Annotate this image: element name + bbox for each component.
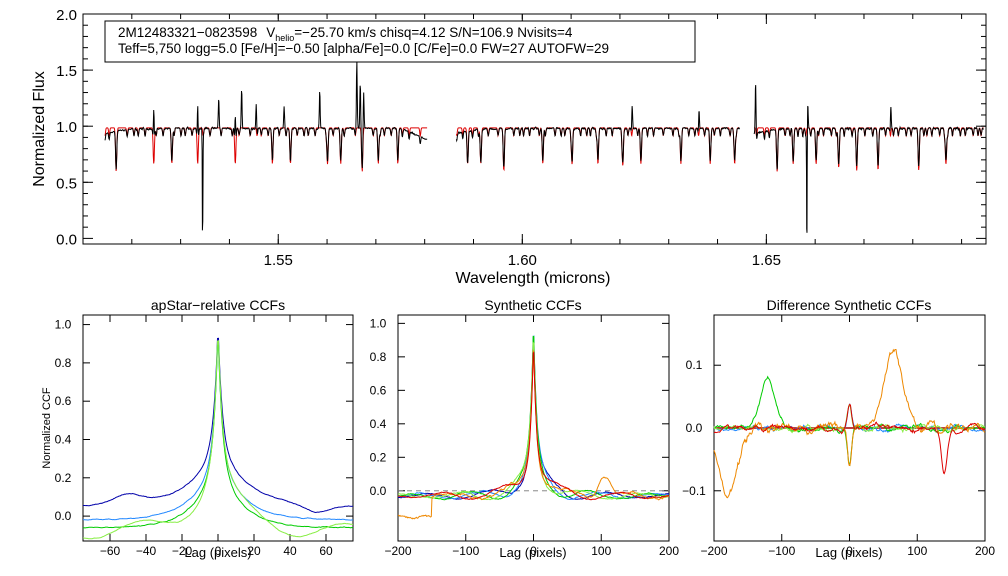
ccf-ytick-label: −0.1 [682, 484, 706, 498]
spectrum-ytick-label: 1.5 [56, 63, 77, 80]
spectrum-ticks: 1.55 1.60 1.65 0.0 0.5 1.0 1.5 2.0 [56, 7, 986, 269]
ccf-ytick-label: 0.0 [686, 421, 703, 435]
ccf-ytick-label: 0.1 [686, 358, 703, 372]
spectrum-observed-line [104, 61, 428, 231]
info-line-2: Teff=5,750 logg=5.0 [Fe/H]=−0.50 [alpha/… [118, 41, 609, 56]
synthetic-ccf-line [397, 335, 670, 501]
ccf-xtick-label: −60 [100, 544, 121, 558]
ccf-ytick-label: 0.6 [370, 383, 387, 397]
spectrum-ytick-label: 1.0 [56, 119, 77, 136]
apstar-ccf-xlabel: Lag (pixels) [184, 545, 251, 560]
ccf-ytick-label: 0.2 [55, 471, 72, 485]
synthetic-ccf-line [397, 335, 670, 501]
apstar-ccf-line [82, 344, 353, 521]
ccf-ytick-label: 1.0 [55, 318, 72, 332]
info-vhelio-subscript: helio [275, 33, 294, 43]
spectrum-xtick-label: 1.65 [752, 252, 781, 269]
synthetic-ccf-title: Synthetic CCFs [484, 297, 581, 313]
synthetic-ccf-line [397, 342, 670, 500]
difference-ccf-panel: Difference Synthetic CCFs Lag (pixels) −… [682, 297, 995, 560]
synthetic-ccf-line [397, 349, 670, 520]
ccf-xtick-label: 200 [659, 544, 679, 558]
apstar-ccf-line [82, 340, 354, 540]
difference-ccf-ticks: −200 −100 0 100 200 −0.1 0.0 0.1 [682, 315, 995, 558]
ccf-xtick-label: 100 [907, 544, 927, 558]
difference-ccf-xlabel: Lag (pixels) [815, 545, 882, 560]
ccf-xtick-label: 0 [530, 544, 537, 558]
apstar-ccf-line [83, 337, 353, 514]
ccf-xtick-label: −200 [384, 544, 411, 558]
ccf-xtick-label: 100 [591, 544, 611, 558]
ccf-xtick-label: 0 [215, 544, 222, 558]
spectrum-model-line [754, 127, 984, 172]
spectrum-ytick-label: 0.5 [56, 175, 77, 192]
ccf-xtick-label: 60 [319, 544, 333, 558]
spectrum-xtick-label: 1.60 [508, 252, 537, 269]
synthetic-ccf-ticks: −200 −100 0 100 200 0.0 0.2 0.4 0.6 0.8 1.0 [370, 315, 679, 558]
ccf-xtick-label: −40 [136, 544, 157, 558]
info-star-id: 2M12483321−0823598 [118, 25, 257, 40]
ccf-ytick-label: 0.0 [55, 509, 72, 523]
difference-ccf-line [713, 403, 986, 475]
ccf-ytick-label: 1.0 [370, 316, 387, 330]
ccf-ytick-label: 0.4 [370, 417, 387, 431]
spectrum-xlabel: Wavelength (microns) [455, 270, 610, 287]
ccf-ytick-label: 0.6 [55, 394, 72, 408]
ccf-xtick-label: 200 [975, 544, 995, 558]
spectrum-ylabel: Normalized Flux [31, 71, 48, 187]
info-line-1: 2M12483321−0823598 Vhelio=−25.70 km/s chi… [118, 25, 573, 43]
spectrum-observed-line [455, 106, 740, 167]
ccf-xtick-label: −20 [172, 544, 193, 558]
synthetic-ccf-curves [397, 335, 670, 520]
spectrum-curves [104, 61, 984, 233]
ccf-ytick-label: 0.2 [370, 450, 387, 464]
info-box [104, 20, 696, 63]
difference-ccf-curves [713, 348, 986, 499]
apstar-ccf-line [82, 344, 354, 529]
synthetic-ccf-line [397, 351, 670, 501]
apstar-ccf-frame [82, 314, 354, 542]
apstar-ccf-panel: apStar−relative CCFs Lag (pixels) Normal… [41, 297, 354, 560]
synthetic-ccf-line [397, 341, 669, 501]
difference-ccf-line [713, 348, 986, 499]
ccf-xtick-label: −200 [700, 544, 727, 558]
spectrum-ytick-label: 0.0 [56, 231, 77, 248]
ccf-xtick-label: 0 [846, 544, 853, 558]
ccf-ytick-label: 0.0 [370, 484, 387, 498]
ccf-xtick-label: −100 [452, 544, 479, 558]
spectrum-frame [82, 13, 987, 245]
spectrum-xtick-label: 1.55 [264, 252, 293, 269]
ccf-ytick-label: 0.8 [55, 356, 72, 370]
difference-ccf-title: Difference Synthetic CCFs [767, 297, 932, 313]
spectrum-ytick-label: 2.0 [56, 7, 77, 24]
synthetic-ccf-xlabel: Lag (pixels) [499, 545, 566, 560]
spectrum-panel: 1.55 1.60 1.65 0.0 0.5 1.0 1.5 2.0 2M12483321−0… [31, 7, 987, 287]
apstar-ccf-title: apStar−relative CCFs [151, 297, 285, 313]
difference-ccf-line [713, 375, 986, 467]
spectrum-observed-line [753, 85, 984, 233]
synthetic-ccf-panel: Synthetic CCFs Lag (pixels) −200 −100 0 100… [370, 297, 680, 560]
ccf-xtick-label: −100 [768, 544, 795, 558]
apstar-ccf-ticks: −60 −40 −20 0 20 40 60 0.0 0.2 0.4 0.6 0.8 1.0 [55, 315, 353, 558]
ccf-ytick-label: 0.8 [370, 350, 387, 364]
apstar-ccf-curves [82, 337, 354, 540]
ccf-xtick-label: 20 [247, 544, 261, 558]
info-line-1-rest: =−25.70 km/s chisq=4.12 S/N=106.9 Nvisit… [294, 25, 573, 40]
ccf-xtick-label: 40 [283, 544, 297, 558]
info-vhelio-symbol: V [266, 25, 275, 40]
ccf-ytick-label: 0.4 [55, 432, 72, 446]
apstar-ccf-ylabel: Normalized CCF [41, 387, 53, 469]
